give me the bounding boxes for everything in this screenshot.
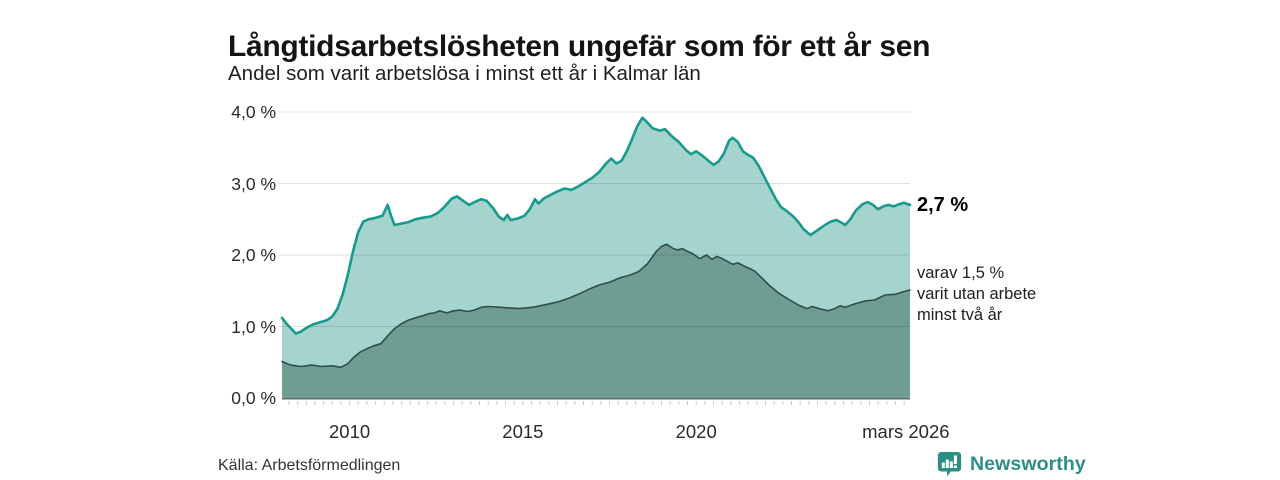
area-two-year [282, 244, 910, 398]
y-axis-label: 3,0 % [231, 173, 276, 194]
y-axis-label: 0,0 % [231, 388, 276, 408]
breakdown-line: varit utan arbete [917, 284, 1037, 303]
breakdown-line: varav 1,5 % [917, 263, 1005, 282]
x-axis-label: 2015 [502, 421, 544, 442]
y-axis-label: 1,0 % [231, 316, 276, 337]
area-total [282, 117, 910, 398]
line-total [280, 116, 912, 335]
total-value-annotation: 2,7 % [917, 193, 969, 216]
x-axis-label: 2010 [329, 421, 371, 442]
y-axis-label: 2,0 % [231, 245, 276, 265]
line-two-year [281, 243, 911, 369]
y-axis-label: 4,0 % [231, 102, 276, 122]
chart-subtitle: Andel som varit arbetslösa i minst ett å… [228, 62, 701, 85]
x-axis-label: 2020 [675, 421, 717, 442]
x-axis-label: mars 2026 [862, 421, 950, 442]
newsworthy-logo-text: Newsworthy [970, 452, 1086, 475]
chart-title: Långtidsarbetslösheten ungefär som för e… [228, 30, 931, 64]
source-credit: Källa: Arbetsförmedlingen [218, 457, 401, 474]
breakdown-annotation: varav 1,5 % varit utan arbete minst två … [917, 263, 1036, 326]
newsworthy-logo[interactable]: Newsworthy [936, 449, 1086, 479]
breakdown-line: minst två år [917, 305, 1003, 324]
newsworthy-logo-icon [936, 450, 963, 478]
